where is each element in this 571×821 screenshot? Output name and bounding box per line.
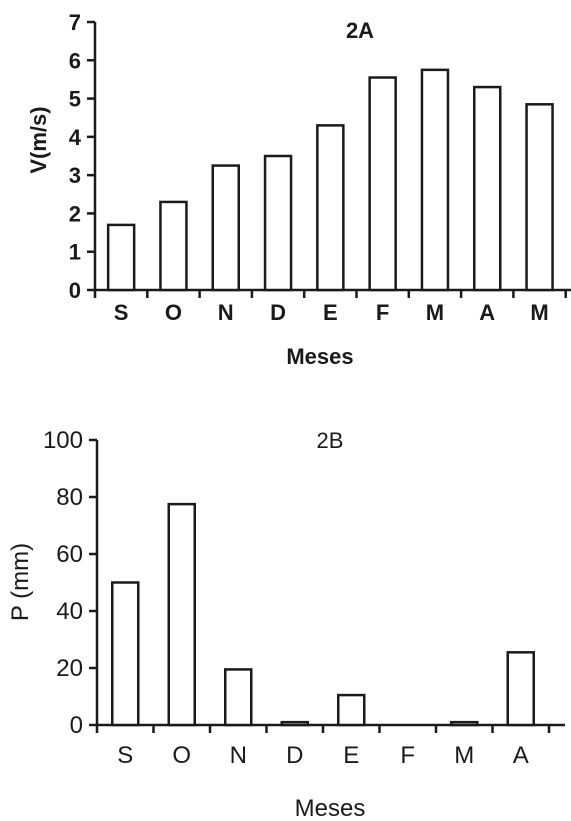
- chart-2a-xtick-label: S: [114, 300, 129, 325]
- chart-2a-xtick-label: A: [479, 300, 495, 325]
- chart-2a-bar-n-2: [211, 164, 240, 292]
- chart-2a-xtick-label: M: [530, 300, 548, 325]
- chart-2a-bar-s-0: [106, 223, 136, 292]
- chart-2a-xtick-label: D: [270, 300, 286, 325]
- chart-2b-xtick-label: E: [343, 742, 359, 769]
- chart-2a-ytick-label: 0: [69, 278, 81, 303]
- chart-2b-ylabel: P (mm): [7, 543, 34, 621]
- chart-2b-xtick-label: N: [230, 742, 247, 769]
- chart-2b-ytick-label: 60: [56, 541, 83, 568]
- chart-2a-bar-f-5: [368, 76, 397, 292]
- chart-2b-xtick-label: F: [400, 742, 415, 769]
- chart-2a-xtick-label: O: [165, 300, 182, 325]
- chart-2a-ytick-label: 2: [69, 201, 81, 226]
- chart-2b-xtick-label: O: [172, 742, 191, 769]
- chart-2a-ytick-label: 5: [69, 87, 81, 112]
- chart-2a-ytick-label: 6: [69, 48, 81, 73]
- chart-2a-bar-o-1: [159, 200, 188, 292]
- chart-2a-bar-e-4: [316, 124, 345, 292]
- chart-2a-ytick-label: 4: [69, 125, 82, 150]
- chart-2a-xtick-label: F: [376, 300, 389, 325]
- chart-2b-bar-n-2: [224, 668, 253, 727]
- chart-2a-ytick-label: 7: [69, 10, 81, 35]
- chart-2a-ylabel: V(m/s): [26, 106, 51, 173]
- chart-2a-xlabel: Meses: [286, 344, 353, 369]
- chart-2a-ytick-label: 3: [69, 163, 81, 188]
- chart-2b-bar-o-1: [167, 502, 196, 727]
- chart-2a-bar-d-3: [263, 154, 293, 292]
- chart-2a-bar-a-7: [473, 85, 502, 292]
- chart-2a-bar-m-6: [420, 68, 450, 292]
- chart-2a-title: 2A: [346, 18, 374, 43]
- chart-2a-xtick-label: E: [323, 300, 338, 325]
- chart-2b-ytick-label: 100: [43, 427, 83, 454]
- chart-2b-bar-m-6: [450, 720, 479, 727]
- chart-2a-xtick-label: M: [426, 300, 444, 325]
- chart-2b-bar-e-4: [337, 693, 366, 727]
- chart-2b-bar-d-3: [280, 720, 309, 727]
- chart-2b-xtick-label: D: [286, 742, 303, 769]
- chart-2b-xtick-label: S: [117, 742, 133, 769]
- chart-2b-ytick-label: 80: [56, 484, 83, 511]
- chart-2b-title: 2B: [317, 428, 344, 453]
- chart-2a-bar-m-8: [525, 103, 554, 292]
- chart-2a-xtick-label: N: [218, 300, 234, 325]
- chart-2a-ytick-label: 1: [69, 240, 81, 265]
- chart-2b-xtick-label: A: [513, 742, 529, 769]
- chart-2b-bar-a-7: [506, 651, 535, 727]
- chart-2b-ytick-label: 20: [56, 655, 83, 682]
- chart-2b-ytick-label: 40: [56, 598, 83, 625]
- chart-2b-ytick-label: 0: [70, 712, 83, 739]
- chart-2b-bar-s-0: [111, 581, 140, 727]
- chart-2b-xlabel: Meses: [295, 795, 366, 821]
- chart-2b-xtick-label: M: [454, 742, 474, 769]
